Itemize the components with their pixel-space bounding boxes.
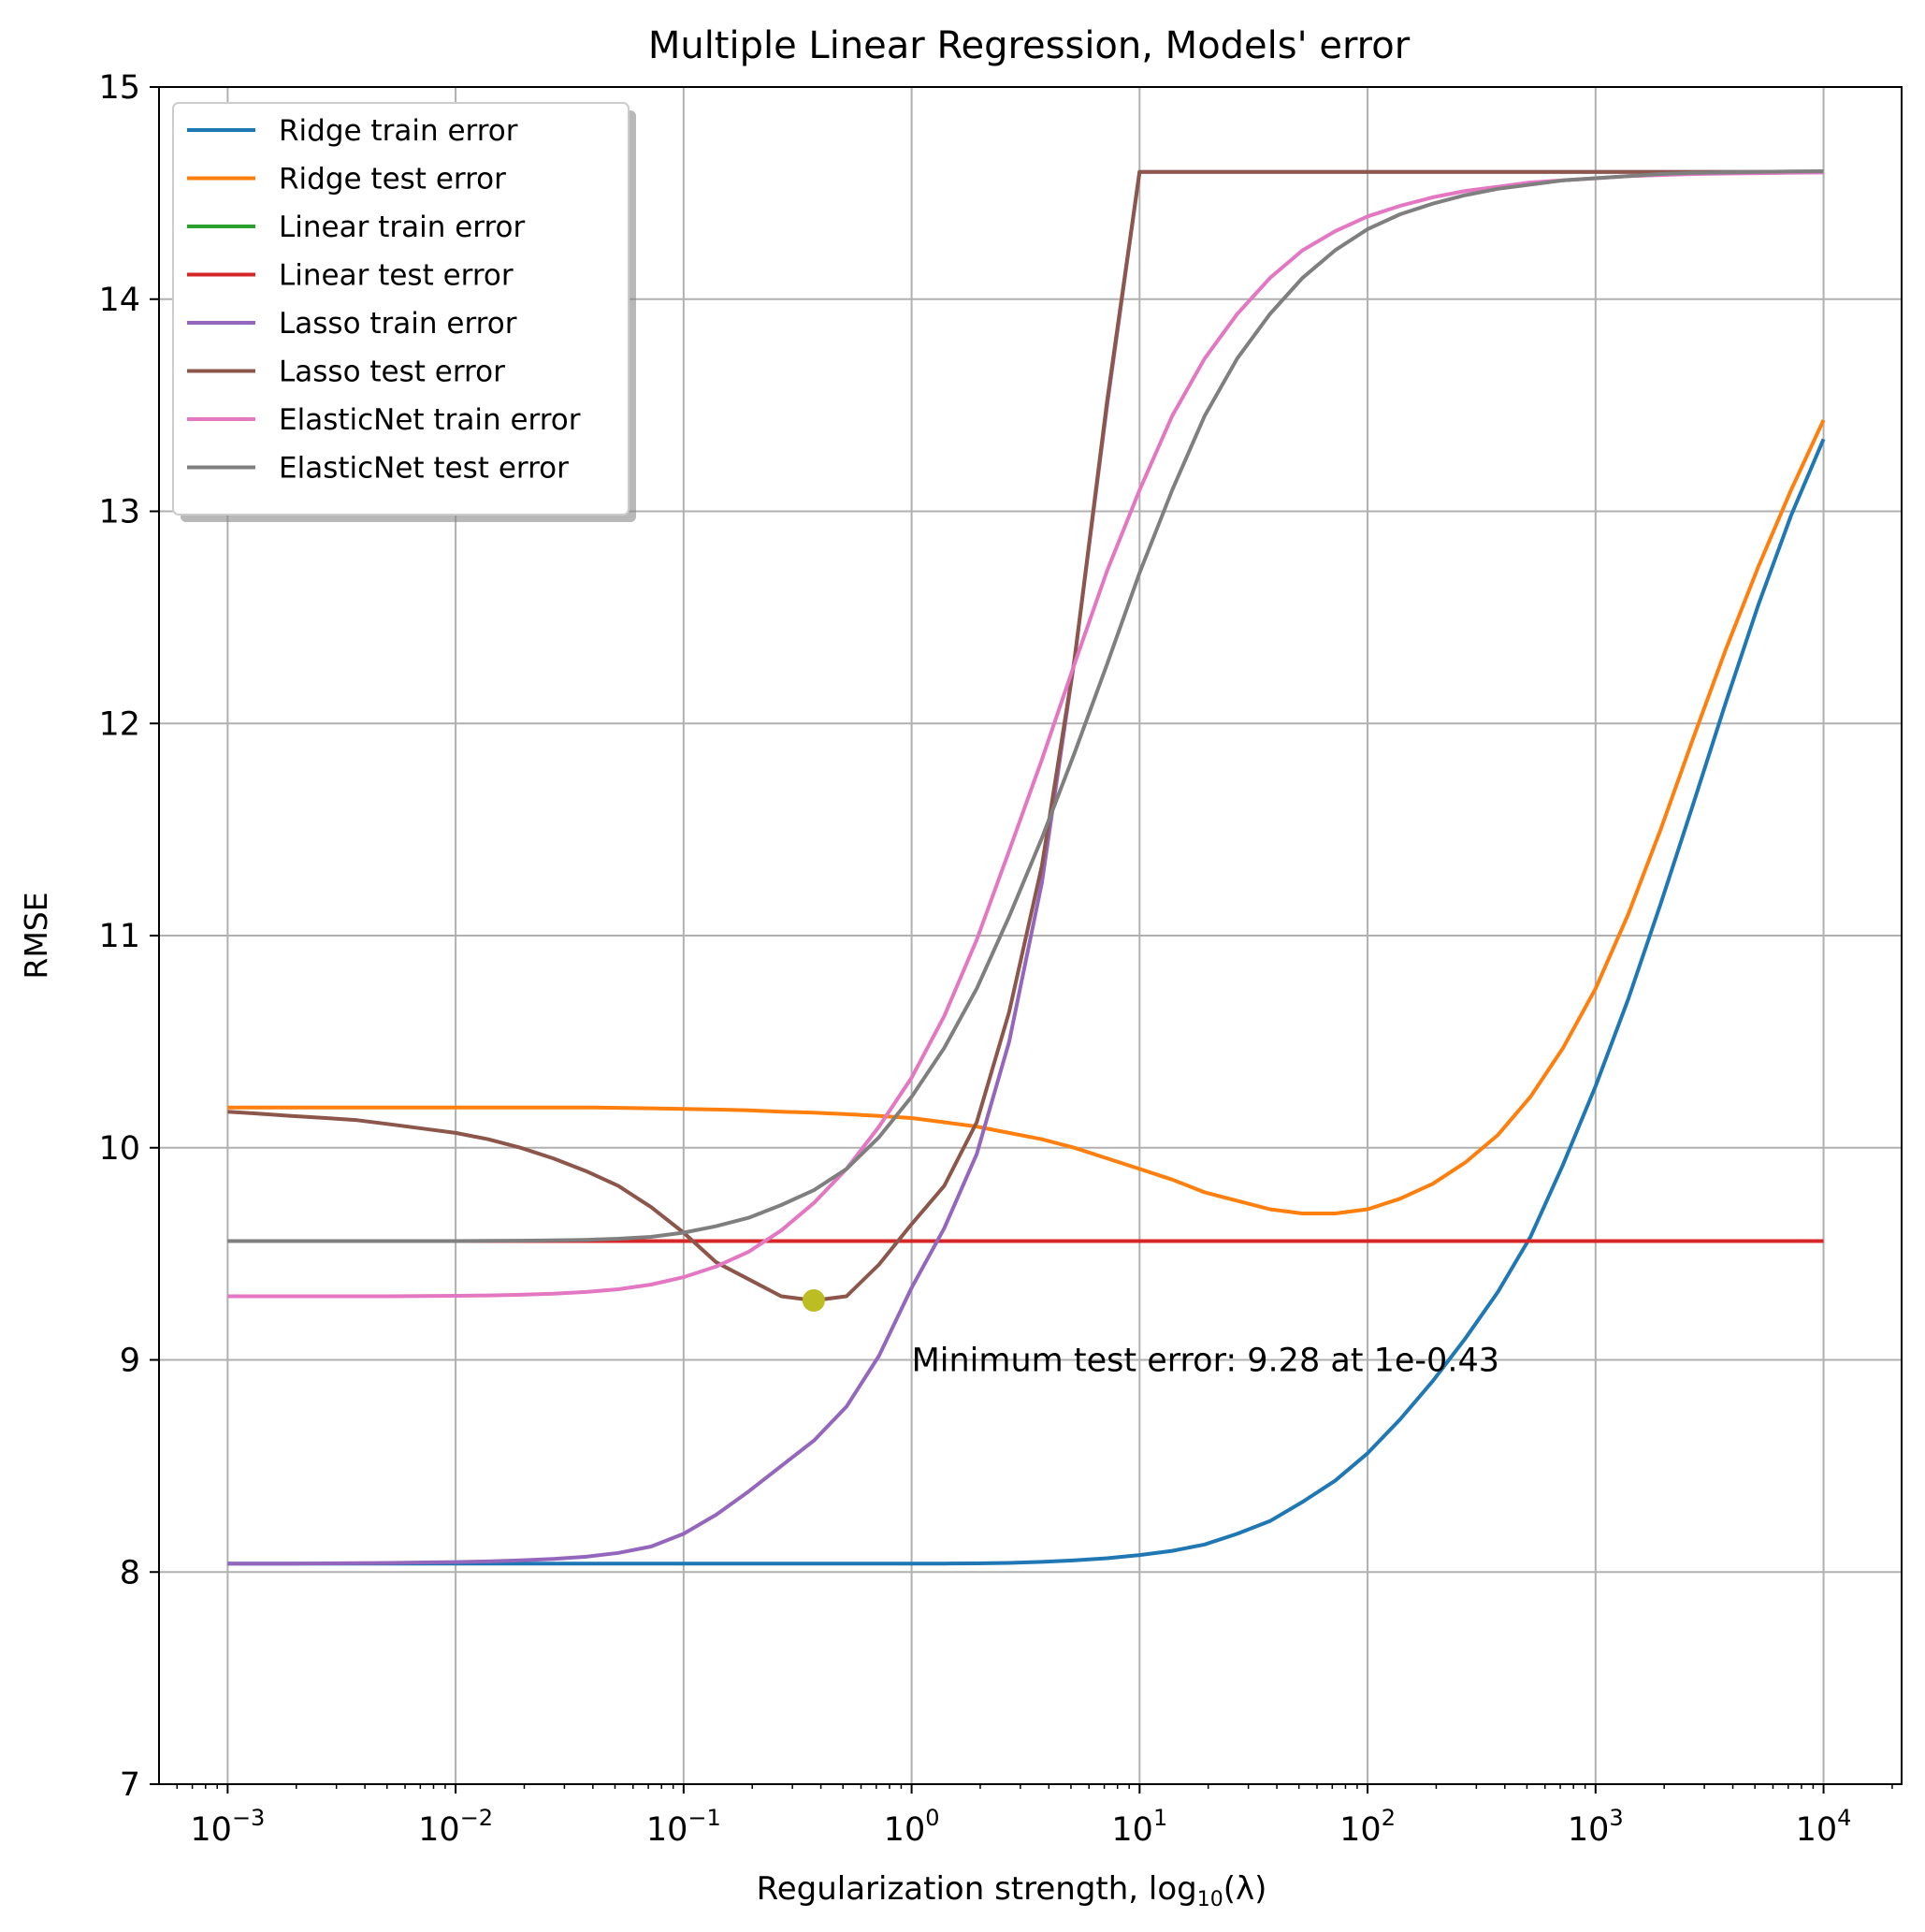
x-tick-label-base: 10 xyxy=(1111,1811,1153,1849)
x-axis-label-prefix: Regularization strength, log xyxy=(757,1870,1197,1908)
legend-label: Ridge test error xyxy=(279,163,506,196)
series-group xyxy=(227,169,1826,1566)
x-tick-label-exponent: −1 xyxy=(688,1805,720,1831)
axis-ticks: 10−3 10−2 10−1 100 101 102 103 1047891011121314… xyxy=(98,69,1893,1849)
x-tick-label: 10−1 xyxy=(646,1805,721,1849)
legend-label: Ridge train error xyxy=(279,114,518,148)
minimum-marker xyxy=(802,1289,825,1313)
y-tick-label: 12 xyxy=(98,705,140,743)
y-tick-label: 9 xyxy=(120,1343,140,1380)
series-line-ridge-test-error xyxy=(227,419,1826,1215)
y-tick-label: 7 xyxy=(120,1766,140,1804)
x-tick-label: 104 xyxy=(1796,1805,1852,1849)
legend-label: Lasso train error xyxy=(279,307,517,341)
y-tick-label: 15 xyxy=(98,69,140,107)
chart-title: Multiple Linear Regression, Models' erro… xyxy=(648,24,1411,67)
x-tick-label-exponent: 2 xyxy=(1382,1805,1396,1831)
legend-label: Linear train error xyxy=(279,211,526,244)
y-tick-label: 13 xyxy=(98,494,140,531)
marker-group xyxy=(802,1289,825,1313)
x-tick-label-exponent: 0 xyxy=(925,1805,939,1831)
x-axis-label-suffix: (λ) xyxy=(1223,1870,1267,1908)
x-tick-label: 10−2 xyxy=(418,1805,493,1849)
grid xyxy=(159,87,1902,1784)
y-tick-label: 11 xyxy=(98,918,140,955)
x-tick-label: 100 xyxy=(884,1805,940,1849)
series-line-elasticnet-test-error xyxy=(227,169,1824,1243)
x-tick-label-base: 10 xyxy=(418,1811,460,1849)
x-tick-label-base: 10 xyxy=(190,1811,232,1849)
x-tick-label-exponent: 1 xyxy=(1153,1805,1167,1831)
x-tick-label: 103 xyxy=(1568,1805,1624,1849)
x-tick-label-base: 10 xyxy=(1568,1811,1610,1849)
x-tick-label-exponent: 4 xyxy=(1837,1805,1851,1831)
x-tick-label-exponent: −2 xyxy=(460,1805,493,1831)
legend-label: Lasso test error xyxy=(279,356,505,389)
legend: Ridge train error Ridge test error Linear … xyxy=(172,102,636,522)
x-tick-label-exponent: 3 xyxy=(1609,1805,1623,1831)
x-tick-label-base: 10 xyxy=(1339,1811,1382,1849)
x-tick-label-base: 10 xyxy=(884,1811,926,1849)
legend-label: ElasticNet train error xyxy=(279,403,581,437)
x-tick-label-exponent: −3 xyxy=(232,1805,265,1831)
series-line-lasso-test-error xyxy=(227,169,1824,1302)
x-tick-label: 102 xyxy=(1339,1805,1396,1849)
y-tick-label: 14 xyxy=(98,282,140,319)
series-line-ridge-train-error xyxy=(227,438,1826,1566)
x-axis-label-subscript: 10 xyxy=(1197,1888,1223,1911)
legend-label: ElasticNet test error xyxy=(279,452,569,486)
x-axis-label: Regularization strength, log10(λ) xyxy=(757,1870,1267,1911)
annotation-text: Minimum test error: 9.28 at 1e-0.43 xyxy=(912,1343,1499,1380)
x-tick-label: 10−3 xyxy=(190,1805,265,1849)
y-axis-label: RMSE xyxy=(18,892,54,979)
legend-label: Linear test error xyxy=(279,259,514,293)
x-tick-label-base: 10 xyxy=(646,1811,688,1849)
x-tick-label: 101 xyxy=(1111,1805,1167,1849)
x-tick-label-base: 10 xyxy=(1796,1811,1838,1849)
y-tick-label: 8 xyxy=(120,1554,140,1591)
y-tick-label: 10 xyxy=(98,1130,140,1168)
legend-box xyxy=(172,102,630,516)
